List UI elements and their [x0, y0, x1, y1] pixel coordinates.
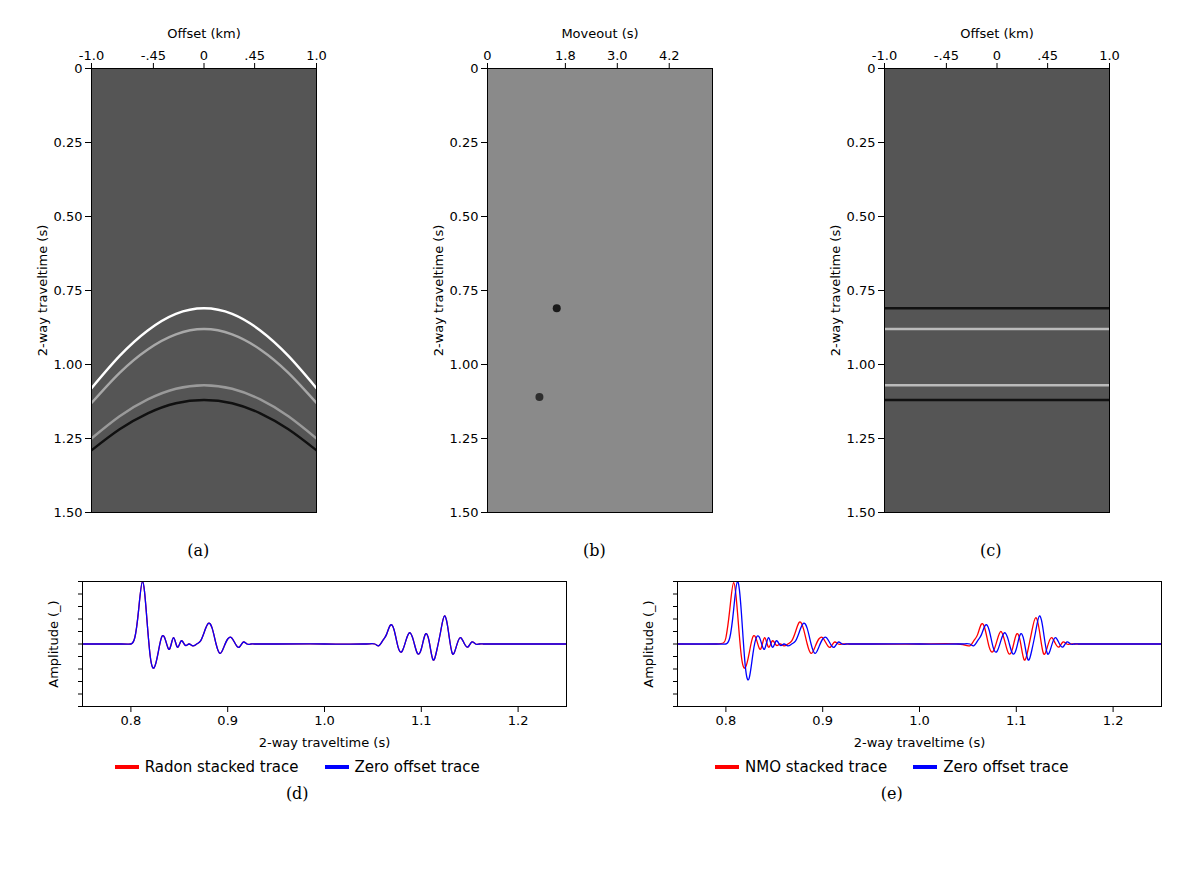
svg-text:Offset (km): Offset (km) [167, 26, 241, 41]
svg-text:Amplitude (_): Amplitude (_) [46, 600, 61, 687]
svg-text:2-way traveltime (s): 2-way traveltime (s) [853, 735, 985, 750]
svg-text:2-way traveltime (s): 2-way traveltime (s) [431, 225, 446, 357]
svg-text:Moveout (s): Moveout (s) [562, 26, 639, 41]
svg-text:1.2: 1.2 [1103, 713, 1124, 728]
html-text:(b): (b) [583, 541, 606, 560]
svg-text:0: 0 [74, 61, 82, 76]
svg-text:1.00: 1.00 [54, 357, 83, 372]
html-text:(e): (e) [880, 784, 903, 803]
svg-text:1.8: 1.8 [556, 48, 577, 63]
svg-text:1.1: 1.1 [1006, 713, 1027, 728]
svg-text:1.1: 1.1 [411, 713, 432, 728]
html-text:(d): (d) [285, 784, 309, 803]
svg-text:-1.0: -1.0 [872, 48, 897, 63]
svg-text:.45: .45 [1037, 48, 1058, 63]
svg-text:1.25: 1.25 [846, 431, 875, 446]
svg-text:1.50: 1.50 [54, 505, 83, 520]
svg-text:0: 0 [484, 48, 492, 63]
svg-text:1.00: 1.00 [450, 357, 479, 372]
svg-text:0.75: 0.75 [450, 283, 479, 298]
svg-text:0.75: 0.75 [846, 283, 875, 298]
svg-text:Amplitude (_): Amplitude (_) [640, 600, 655, 687]
html-text:(c): (c) [980, 541, 1002, 560]
svg-text:0.50: 0.50 [54, 209, 83, 224]
svg-text:0.25: 0.25 [54, 135, 83, 150]
svg-text:0.9: 0.9 [218, 713, 239, 728]
svg-text:2-way traveltime (s): 2-way traveltime (s) [259, 735, 391, 750]
svg-text:Offset (km): Offset (km) [960, 26, 1034, 41]
svg-text:0.25: 0.25 [846, 135, 875, 150]
svg-text:1.50: 1.50 [450, 505, 479, 520]
html-text:Zero offset trace: Zero offset trace [943, 758, 1069, 776]
svg-text:1.0: 1.0 [314, 713, 335, 728]
svg-text:1.00: 1.00 [846, 357, 875, 372]
html-text:NMO stacked trace: NMO stacked trace [745, 758, 888, 776]
svg-text:1.25: 1.25 [450, 431, 479, 446]
svg-text:1.2: 1.2 [508, 713, 529, 728]
svg-text:0: 0 [993, 48, 1001, 63]
svg-text:2-way traveltime (s): 2-way traveltime (s) [828, 225, 843, 357]
svg-text:-.45: -.45 [141, 48, 166, 63]
svg-text:0.8: 0.8 [715, 713, 736, 728]
svg-text:-1.0: -1.0 [79, 48, 104, 63]
svg-text:0: 0 [200, 48, 208, 63]
html-text:Zero offset trace: Zero offset trace [354, 758, 480, 776]
svg-text:3.0: 3.0 [607, 48, 628, 63]
svg-text:-.45: -.45 [934, 48, 959, 63]
svg-text:0.50: 0.50 [846, 209, 875, 224]
svg-text:1.25: 1.25 [54, 431, 83, 446]
svg-text:4.2: 4.2 [659, 48, 680, 63]
svg-text:0: 0 [867, 61, 875, 76]
svg-text:1.50: 1.50 [846, 505, 875, 520]
html-text:Radon stacked trace: Radon stacked trace [144, 758, 299, 776]
svg-text:0.25: 0.25 [450, 135, 479, 150]
svg-text:1.0: 1.0 [306, 48, 327, 63]
svg-text:1.0: 1.0 [1099, 48, 1120, 63]
svg-text:0.9: 0.9 [812, 713, 833, 728]
svg-text:.45: .45 [244, 48, 265, 63]
svg-text:0.50: 0.50 [450, 209, 479, 224]
svg-text:0.75: 0.75 [54, 283, 83, 298]
svg-text:0: 0 [471, 61, 479, 76]
svg-text:0.8: 0.8 [121, 713, 142, 728]
svg-text:2-way traveltime (s): 2-way traveltime (s) [35, 225, 50, 357]
html-text:(a): (a) [187, 541, 210, 560]
svg-text:1.0: 1.0 [909, 713, 930, 728]
